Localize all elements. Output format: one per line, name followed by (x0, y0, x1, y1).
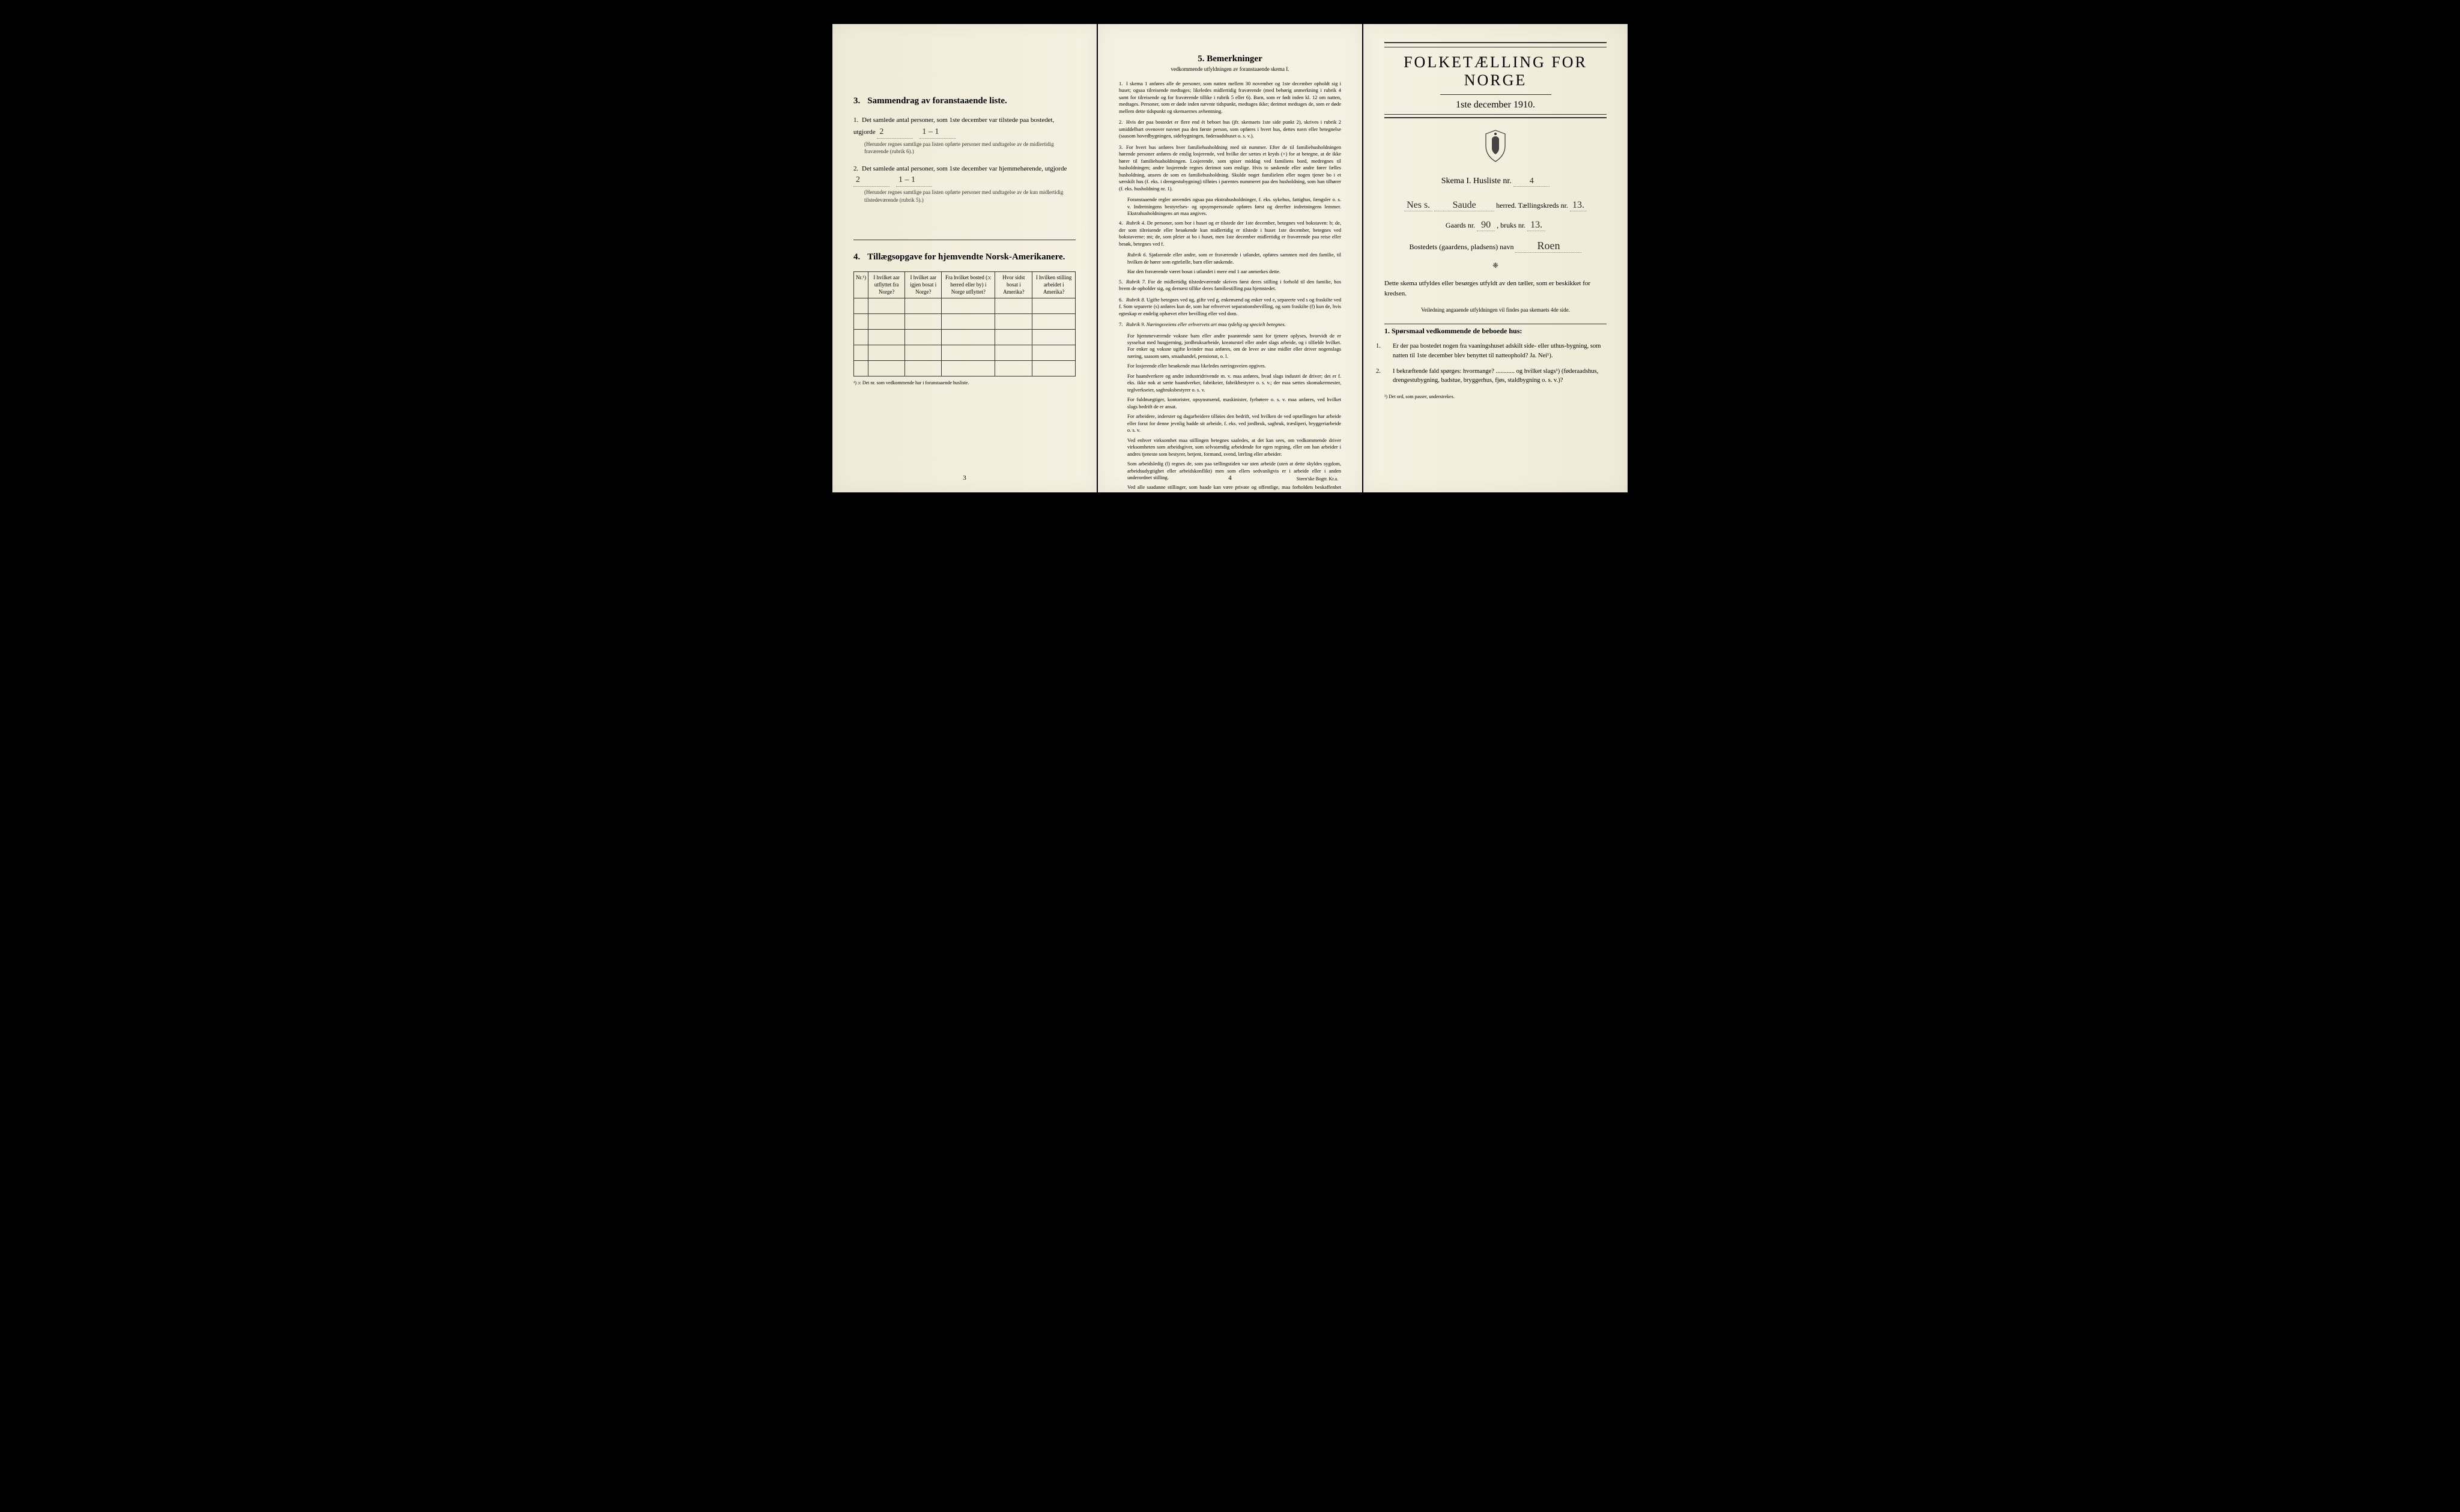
table-row (854, 314, 1076, 330)
section-4-heading: 4.Tillægsopgave for hjemvendte Norsk-Ame… (853, 252, 1076, 262)
table-header: Hvor sidst bosat i Amerika? (995, 272, 1032, 298)
table-header: I hvilket aar igjen bosat i Norge? (905, 272, 942, 298)
section-5-heading: 5. Bemerkninger (1119, 54, 1341, 64)
husliste-nr: 4 (1513, 177, 1550, 187)
remark-5: 5.Rubrik 7. For de midlertidig tilstedev… (1119, 279, 1341, 292)
handwritten-value: 1 – 1 (896, 174, 932, 187)
remark-9-p8: Ved alle saadanne stillinger, som baade … (1127, 484, 1341, 504)
skema-line: Skema I. Husliste nr. 4 (1384, 177, 1607, 187)
bosted-line: Bostedets (gaardens, pladsens) navn Roen (1384, 240, 1607, 253)
gaards-value: 90 (1477, 220, 1495, 231)
kreds-value: 13. (1570, 200, 1587, 211)
herred-value: Saude (1434, 200, 1494, 211)
table-footnote: ¹) ɔ: Det nr. som vedkommende har i fora… (853, 380, 1076, 386)
remark-rubrik6-sub: Har den fraværende været bosat i utlande… (1127, 268, 1341, 275)
instruction-subtext: Veiledning angaaende utfyldningen vil fi… (1384, 307, 1607, 313)
instruction-text: Dette skema utfyldes eller besørges utfy… (1384, 279, 1607, 298)
summary-item-2: 2.Det samlede antal personer, som 1ste d… (853, 164, 1076, 204)
page-number: 4 (1228, 474, 1232, 482)
handwritten-value: 2 (877, 125, 913, 139)
remark-9-p3: For haandverkere og andre industridriven… (1127, 373, 1341, 393)
table-row (854, 330, 1076, 345)
amerikanere-table: Nr.¹) I hvilket aar utflyttet fra Norge?… (853, 271, 1076, 376)
cover-page: FOLKETÆLLING FOR NORGE 1ste december 191… (1363, 24, 1628, 492)
question-1: 1.Er der paa bostedet nogen fra vaanings… (1393, 342, 1607, 361)
ornament-icon: ❈ (1384, 261, 1607, 270)
table-header: Nr.¹) (854, 272, 868, 298)
remark-9-p1: For hjemmeværende voksne barn eller andr… (1127, 333, 1341, 360)
gaards-line: Gaards nr. 90 , bruks nr. 13. (1384, 220, 1607, 231)
page-4: 5. Bemerkninger vedkommende utfyldningen… (1098, 24, 1362, 492)
printer-mark: Steen'ske Bogtr. Kr.a. (1297, 476, 1338, 482)
remark-2: 2.Hvis der paa bostedet er flere end ét … (1119, 119, 1341, 139)
question-2: 2.I bekræftende fald spørges: hvormange?… (1393, 367, 1607, 386)
remark-9-p10: Ved forhenværende næringsdrivende, embed… (1127, 525, 1341, 531)
remark-9-p9: Lever man hovedsagelig av formue, pensio… (1127, 508, 1341, 522)
remark-8: 8.Rubrik 14. Sinker og lignende aandsslö… (1119, 534, 1341, 548)
remark-3b: Foranstaaende regler anvendes ogsaa paa … (1127, 196, 1341, 217)
document-title: FOLKETÆLLING FOR NORGE (1384, 53, 1607, 89)
remark-6: 6.Rubrik 8. Ugifte betegnes ved ug, gift… (1119, 297, 1341, 317)
table-row (854, 345, 1076, 361)
table-row (854, 361, 1076, 376)
table-header: I hvilket aar utflyttet fra Norge? (868, 272, 904, 298)
footnote: ¹) Det ord, som passer, understrekes. (1384, 394, 1607, 399)
remark-7: 7.Rubrik 9. Næringsveiens eller erhverve… (1119, 321, 1341, 328)
remark-3: 3.For hvert hus anføres hver familiehush… (1119, 144, 1341, 192)
remark-4: 4.Rubrik 4. De personer, som bor i huset… (1119, 220, 1341, 247)
page-3: 3.Sammendrag av foranstaaende liste. 1.D… (832, 24, 1097, 492)
page-number: 3 (963, 474, 966, 482)
item-note: (Herunder regnes samtlige paa listen opf… (864, 141, 1076, 156)
handwritten-value: 1 – 1 (919, 125, 956, 139)
section-3-heading: 3.Sammendrag av foranstaaende liste. (853, 96, 1076, 106)
table-header: I hvilken stilling arbeidet i Amerika? (1032, 272, 1076, 298)
bruks-value: 13. (1527, 220, 1545, 231)
item-note: (Herunder regnes samtlige paa listen opf… (864, 189, 1076, 204)
document-date: 1ste december 1910. (1384, 100, 1607, 110)
summary-item-1: 1.Det samlede antal personer, som 1ste d… (853, 115, 1076, 156)
remark-9-p5: For arbeidere, inderster og dagarbeidere… (1127, 413, 1341, 434)
document-spread: 3.Sammendrag av foranstaaende liste. 1.D… (832, 24, 1628, 492)
herred-line: Nes s. Saude herred. Tællingskreds nr. 1… (1384, 200, 1607, 211)
remark-1: 1.I skema 1 anføres alle de personer, so… (1119, 80, 1341, 115)
coat-of-arms-icon (1384, 129, 1607, 166)
handwritten-value: 2 (853, 174, 889, 187)
table-header: Fra hvilket bosted (ɔ: herred eller by) … (942, 272, 995, 298)
bosted-value: Roen (1515, 240, 1581, 253)
remark-rubrik6: Rubrik 6. Sjøfarende eller andre, som er… (1127, 252, 1341, 265)
remark-9-p4: For fuldmægtiger, kontorister, opsynsmæn… (1127, 396, 1341, 410)
table-row (854, 298, 1076, 314)
remark-9-p6: Ved enhver virksomhet maa stillingen bet… (1127, 437, 1341, 458)
section-5-subtitle: vedkommende utfyldningen av foranstaaend… (1119, 66, 1341, 72)
remark-9-p2: For losjerende eller besøkende maa likel… (1127, 363, 1341, 369)
questions-heading: 1. Spørsmaal vedkommende de beboede hus: (1384, 327, 1607, 336)
